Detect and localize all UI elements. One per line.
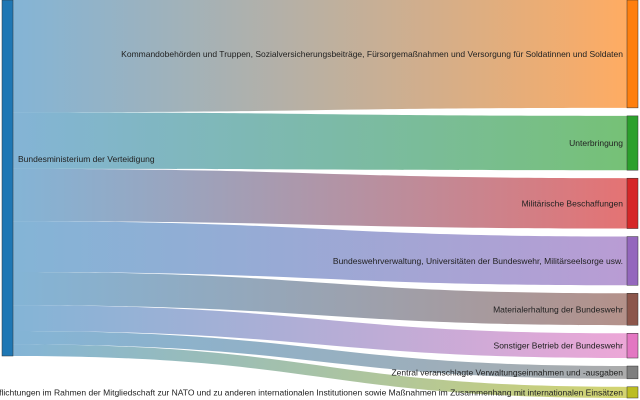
target-label-6: Sonstiger Betrieb der Bundeswehr <box>494 341 624 351</box>
target-node-1 <box>626 0 639 109</box>
target-node-8 <box>626 386 639 399</box>
target-label-3: Militärische Beschaffungen <box>522 198 624 208</box>
sankey-link-6 <box>13 305 627 359</box>
sankey-link-2 <box>13 112 627 171</box>
target-label-5: Materialerhaltung der Bundeswehr <box>493 304 623 314</box>
sankey-link-4 <box>13 221 627 286</box>
target-node-3 <box>626 177 639 229</box>
target-label-2: Unterbringung <box>569 138 623 148</box>
target-node-2 <box>626 115 639 171</box>
target-node-4 <box>626 236 639 286</box>
sankey-link-1 <box>13 0 627 113</box>
target-label-1: Kommandobehörden und Truppen, Sozialvers… <box>121 49 623 59</box>
target-node-7 <box>626 365 639 380</box>
source-label: Bundesministerium der Verteidigung <box>18 154 155 164</box>
sankey-link-5 <box>13 271 627 326</box>
sankey-link-8 <box>13 344 627 398</box>
target-label-7: Zentral veranschlagte Verwaltungseinnahm… <box>391 367 623 377</box>
sankey-link-7 <box>13 331 627 379</box>
target-label-4: Bundeswehrverwaltung, Universitäten der … <box>333 256 623 266</box>
target-node-5 <box>626 293 639 326</box>
target-label-8: Verpflichtungen im Rahmen der Mitgliedsc… <box>0 387 623 397</box>
source-node <box>1 0 14 357</box>
target-node-6 <box>626 333 639 359</box>
sankey-link-3 <box>13 168 627 229</box>
